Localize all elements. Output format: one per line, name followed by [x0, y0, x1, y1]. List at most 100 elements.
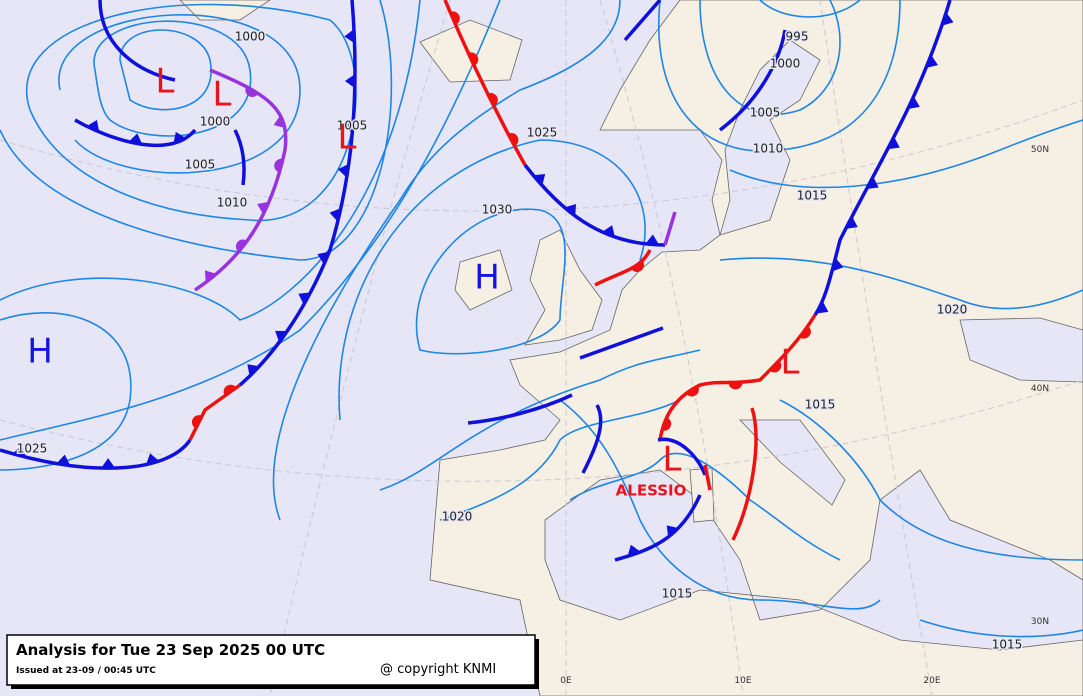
isobar-labels-item: 1000: [235, 30, 266, 44]
fronts-item: [468, 52, 479, 66]
isobar-labels-item: 995: [786, 30, 809, 44]
graticule-labels-item: 20E: [923, 676, 940, 686]
fronts-item: [731, 407, 758, 541]
fronts-item: [718, 29, 787, 132]
fronts-item: [887, 136, 900, 150]
fronts-item: [342, 119, 354, 134]
pressure-centers-item: L: [781, 343, 800, 383]
isobar-labels-item: 1015: [805, 398, 836, 412]
fronts-item: [173, 131, 187, 144]
fronts-item: [769, 360, 782, 373]
fronts: [0, 0, 954, 562]
fronts-item: [247, 364, 260, 377]
isobars-item: [779, 399, 1083, 561]
fronts-item: [145, 453, 160, 465]
isobars-item: [338, 139, 646, 421]
fronts-item: [866, 176, 879, 189]
fronts-item: [661, 417, 672, 431]
land-item: [689, 467, 715, 523]
fronts-item: [233, 129, 246, 186]
fronts-item: [317, 251, 330, 265]
isobar-labels-item: 1010: [217, 196, 248, 210]
isobars-item: [0, 0, 421, 321]
fronts-item: [657, 437, 707, 476]
fronts-item: [191, 415, 203, 429]
fronts-item: [564, 204, 576, 217]
fronts-item: [816, 301, 829, 314]
graticule-item: [819, 0, 933, 696]
fronts-item: [623, 0, 662, 42]
isobars-item: [379, 349, 701, 491]
graticule-labels-item: 10E: [734, 676, 751, 686]
fronts-item: [941, 12, 954, 26]
fronts-item: [257, 201, 270, 215]
isobar-labels-item: 1010: [753, 142, 784, 156]
fronts-item: [658, 314, 817, 441]
pressure-centers-item: L: [213, 75, 232, 115]
fronts-item: [0, 438, 192, 470]
isobar-labels-item: 1025: [17, 442, 48, 456]
fronts-item: [467, 393, 573, 425]
graticule-labels-item: 40N: [1031, 384, 1049, 394]
isobar-labels-item: 1015: [797, 189, 828, 203]
fronts-item: [235, 239, 248, 253]
fronts-item: [298, 292, 311, 305]
isobar-labels-item: 1000: [200, 115, 231, 129]
isobar-labels-item: 1030: [482, 203, 513, 217]
isobars-item: [415, 208, 566, 355]
land-item: [739, 419, 846, 506]
fronts-item: [666, 525, 679, 538]
fronts-item: [845, 216, 858, 229]
graticule-item: [599, 0, 744, 696]
fronts-item: [533, 173, 546, 186]
fronts-item: [685, 385, 699, 397]
fronts-item: [631, 260, 645, 272]
fronts-item: [188, 383, 242, 441]
fronts-item: [703, 464, 712, 491]
land-item: [524, 229, 603, 346]
fronts-item: [128, 133, 143, 145]
caption-item: Analysis for Tue 23 Sep 2025 00 UTC: [16, 641, 325, 659]
isobars-item: [0, 312, 132, 471]
fronts-item: [204, 270, 217, 283]
fronts-item: [581, 404, 603, 474]
fronts-item: [645, 234, 660, 246]
graticule-item: [269, 0, 451, 696]
caption-item: Issued at 23-09 / 00:45 UTC: [16, 666, 156, 676]
fronts-item: [728, 382, 743, 390]
fronts-item: [450, 11, 460, 25]
graticule-labels-item: 0E: [560, 676, 572, 686]
isobars-item: [119, 29, 212, 111]
caption-item: [6, 634, 536, 686]
fronts-item: [101, 458, 116, 469]
fronts-item: [238, 0, 357, 387]
pressure-centers-item: L: [156, 62, 175, 102]
isobars-item: [559, 399, 881, 610]
pressure-centers-item: H: [474, 258, 500, 298]
fronts-item: [579, 326, 664, 360]
fronts-item: [663, 211, 677, 246]
pressure-centers-item: L: [663, 440, 682, 480]
isobars-item: [93, 20, 252, 137]
fronts-item: [627, 544, 641, 557]
graticule-labels: 50N 40N 30N 0E 10E 20E: [560, 145, 1049, 686]
land-item: [419, 19, 523, 83]
graticule-item: [0, 99, 1083, 212]
isobars-item: [759, 0, 861, 18]
pressure-centers: L L L H H L L ALESSIO: [27, 62, 799, 500]
fronts-item: [831, 257, 844, 272]
isobar-labels: 1000 995 1000 1000 1005 1005 1005 1010 1…: [15, 28, 1024, 653]
fronts-item: [98, 0, 176, 82]
graticule-item: [0, 379, 1083, 482]
graticule-labels-item: 50N: [1031, 145, 1049, 155]
fronts-item: [274, 158, 284, 173]
isobar-labels-item: 1005: [185, 158, 216, 172]
fronts-item: [799, 325, 811, 339]
land-item: [959, 317, 1083, 383]
fronts-item: [56, 454, 71, 466]
isobars-item: [0, 0, 501, 441]
fronts-item: [594, 249, 652, 287]
fronts-item: [337, 163, 349, 178]
